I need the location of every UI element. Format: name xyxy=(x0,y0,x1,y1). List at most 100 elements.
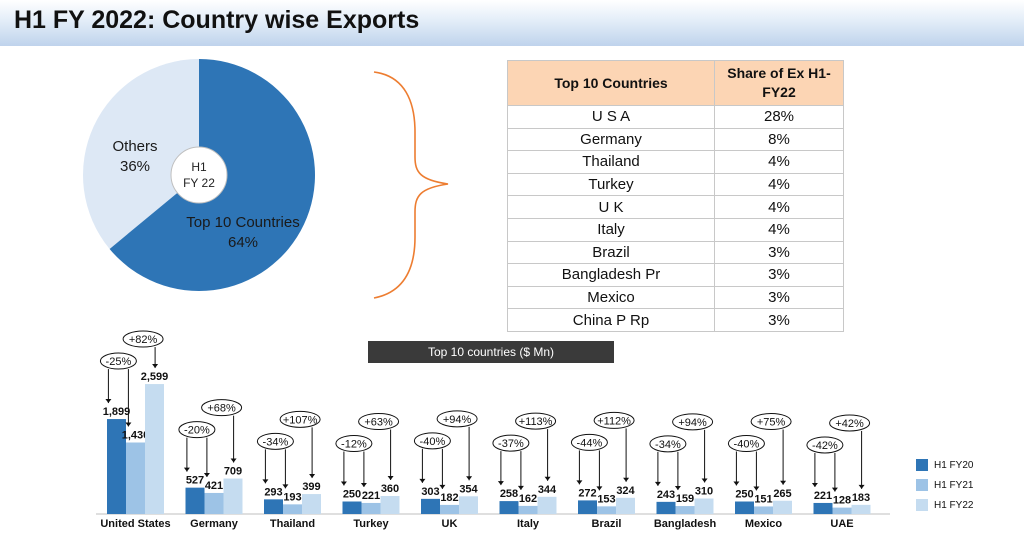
bar-fy22 xyxy=(851,504,871,514)
category-label: Brazil xyxy=(592,518,622,530)
page-title: H1 FY 2022: Country wise Exports xyxy=(14,6,420,34)
growth-bubble-fy21 xyxy=(178,421,216,439)
growth-arrow-fy22-head xyxy=(544,476,551,481)
bar-value-label: 272 xyxy=(578,487,596,499)
bar-fy21 xyxy=(518,505,538,514)
growth-arrow-fy20-head xyxy=(105,399,112,404)
category-label: UAE xyxy=(830,518,853,530)
bar-fy20 xyxy=(264,499,283,514)
bar-value-label: 303 xyxy=(421,486,439,498)
bar-fy22 xyxy=(459,496,478,514)
growth-arrow-fy22-head xyxy=(230,458,237,463)
growth-arrow-fy20-head xyxy=(497,481,504,486)
bar-value-label: 243 xyxy=(657,489,675,501)
growth-bubble-fy21 xyxy=(727,435,765,452)
curly-brace xyxy=(373,71,449,299)
growth-bubble-fy22 xyxy=(201,399,243,417)
share-table-country-cell: China P Rp xyxy=(507,308,715,332)
share-table-row: Turkey 4% xyxy=(507,172,844,197)
legend-swatch-fy21 xyxy=(916,479,928,491)
bar-value-label: 709 xyxy=(224,466,242,478)
legend-label-fy21: H1 FY21 xyxy=(934,479,974,491)
growth-bubble-fy22 xyxy=(672,413,714,431)
growth-arrow-fy20-head xyxy=(654,481,661,486)
share-table-row: Thailand 4% xyxy=(507,150,844,174)
growth-arrow-fy20-head xyxy=(733,481,740,486)
bar-value-label: 250 xyxy=(343,489,361,501)
bar-value-label: 2,599 xyxy=(141,371,169,383)
bar-value-label: 128 xyxy=(833,495,851,507)
pie-label-top10-value: 64% xyxy=(227,234,259,251)
bar-value-label: 182 xyxy=(440,492,458,504)
share-table-share-cell: 4% xyxy=(714,195,844,219)
growth-arrow-fy21-head xyxy=(125,422,132,427)
legend-swatch-fy20 xyxy=(916,459,928,471)
bar-value-label: 344 xyxy=(538,484,557,496)
bar-fy21 xyxy=(597,506,616,514)
growth-bubble-fy21 xyxy=(335,435,373,452)
bar-fy22 xyxy=(694,498,714,514)
bar-value-label: 527 xyxy=(186,475,204,487)
bar-value-label: 310 xyxy=(695,486,713,498)
bar-value-label: 421 xyxy=(205,480,223,492)
pie-chart: Others 36% Top 10 Countries 64% H1 FY 22 xyxy=(0,55,360,345)
growth-bubble-fy22 xyxy=(593,411,635,429)
growth-label-fy21: -25% xyxy=(106,356,132,368)
bar-value-label: 153 xyxy=(597,493,615,505)
growth-arrow-fy22-head xyxy=(701,478,708,483)
bar-fy21 xyxy=(832,507,852,514)
growth-arrow-fy21-head xyxy=(517,485,524,490)
growth-arrow-fy22-head xyxy=(780,480,787,485)
growth-arrow-fy22-head xyxy=(858,484,865,489)
growth-bubble-fy21 xyxy=(413,432,451,450)
pie-label-others: Others 36% xyxy=(100,137,170,177)
growth-arrow-fy21-head xyxy=(753,486,760,491)
growth-arrow-fy20-head xyxy=(183,467,190,472)
share-table-share-cell: 8% xyxy=(714,127,844,152)
growth-arrow-fy20-head xyxy=(262,479,269,484)
growth-bubble-fy21 xyxy=(492,434,530,452)
bar-fy21 xyxy=(675,506,695,514)
growth-label-fy22: +113% xyxy=(519,416,553,428)
share-table-header-country: Top 10 Countries xyxy=(507,60,715,106)
pie-center-label: H1 FY 22 xyxy=(176,159,222,191)
bar-value-label: 265 xyxy=(773,488,791,500)
growth-bubble-fy21 xyxy=(806,436,844,454)
bar-value-label: 324 xyxy=(616,485,635,497)
bar-value-label: 360 xyxy=(381,483,399,495)
growth-arrow-fy22-head xyxy=(309,474,316,479)
bar-value-label: 183 xyxy=(852,492,870,504)
growth-label-fy21: -34% xyxy=(655,439,681,451)
growth-arrow-fy21-head xyxy=(674,486,681,491)
share-table-row: U K 4% xyxy=(507,195,844,219)
bar-fy21 xyxy=(440,504,459,514)
bar-fy20 xyxy=(578,500,597,514)
share-table-row: U S A 28% xyxy=(507,105,844,129)
bar-value-label: 399 xyxy=(302,481,320,493)
pie-center-label-line2: FY 22 xyxy=(183,176,215,190)
category-label: Thailand xyxy=(270,518,315,530)
pie-center-label-line1: H1 xyxy=(191,160,207,174)
category-label: UK xyxy=(442,518,458,530)
legend-item-fy22: H1 FY22 xyxy=(916,496,973,514)
bar-fy22 xyxy=(380,496,400,514)
bar-fy20 xyxy=(342,501,362,514)
growth-bubble-fy21 xyxy=(649,435,687,453)
growth-bubble-fy21 xyxy=(99,352,137,370)
bar-fy22 xyxy=(223,478,243,514)
growth-label-fy22: +63% xyxy=(364,417,393,429)
share-table-country-cell: Mexico xyxy=(507,285,715,310)
growth-arrow-fy21-head xyxy=(596,486,603,491)
bar-fy20 xyxy=(656,501,676,514)
growth-arrow-fy20-head xyxy=(811,482,818,487)
bar-value-label: 250 xyxy=(735,489,753,501)
share-table-row: Italy 4% xyxy=(507,217,844,242)
bar-fy21 xyxy=(126,442,145,514)
bar-fy21 xyxy=(283,504,302,514)
category-label: Turkey xyxy=(353,518,389,530)
growth-bubble-fy21 xyxy=(570,433,608,451)
header-band xyxy=(0,0,1024,46)
bar-fy21 xyxy=(204,492,224,514)
growth-bubble-fy22 xyxy=(436,410,478,428)
category-label: Bangladesh xyxy=(654,518,717,530)
